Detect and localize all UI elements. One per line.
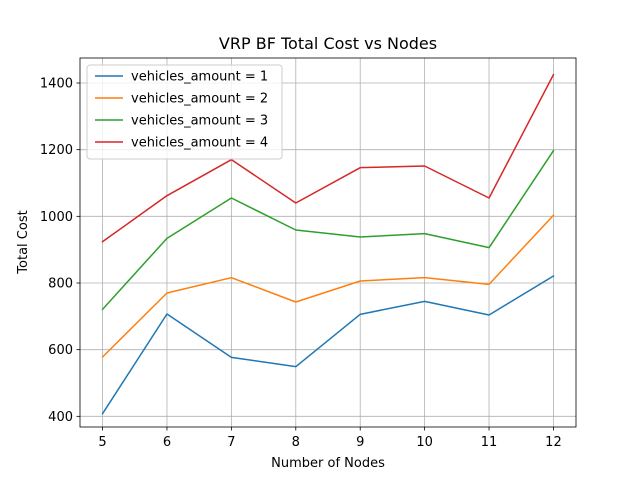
legend-label: vehicles_amount = 2 [131, 92, 268, 107]
x-tick-label: 8 [292, 435, 300, 450]
plot-frame [79, 57, 577, 428]
x-tick-label: 10 [416, 435, 433, 450]
x-tick-label: 12 [545, 435, 562, 450]
series-line-2 [101, 214, 555, 359]
x-tick-label: 6 [163, 435, 171, 450]
x-tick-label: 7 [227, 435, 235, 450]
y-tick-label: 400 [48, 410, 73, 425]
legend-label: vehicles_amount = 3 [131, 114, 268, 129]
y-axis-title: Total Cost [16, 210, 31, 274]
legend: vehicles_amount = 1 vehicles_amount = 2 ve… [86, 64, 283, 160]
y-tick-label: 800 [48, 277, 73, 292]
series-line-3 [101, 149, 555, 311]
legend-box [86, 64, 283, 160]
axis-ticks: 5 6 7 8 9 10 11 12 400 600 800 1000 1200 1400 [40, 77, 562, 451]
series-lines [101, 73, 555, 415]
legend-label: vehicles_amount = 1 [131, 70, 268, 85]
x-tick-label: 5 [98, 435, 106, 450]
x-tick-label: 9 [356, 435, 364, 450]
y-tick-label: 1200 [40, 143, 73, 158]
series-line-1 [101, 274, 555, 415]
y-tick-label: 1000 [40, 210, 73, 225]
x-axis-title: Number of Nodes [271, 456, 385, 471]
x-tick-label: 11 [481, 435, 498, 450]
legend-label: vehicles_amount = 4 [131, 136, 268, 151]
chart-title: VRP BF Total Cost vs Nodes [219, 34, 437, 53]
y-tick-label: 600 [48, 343, 73, 358]
y-tick-label: 1400 [40, 77, 73, 92]
series-line-4 [101, 73, 555, 243]
